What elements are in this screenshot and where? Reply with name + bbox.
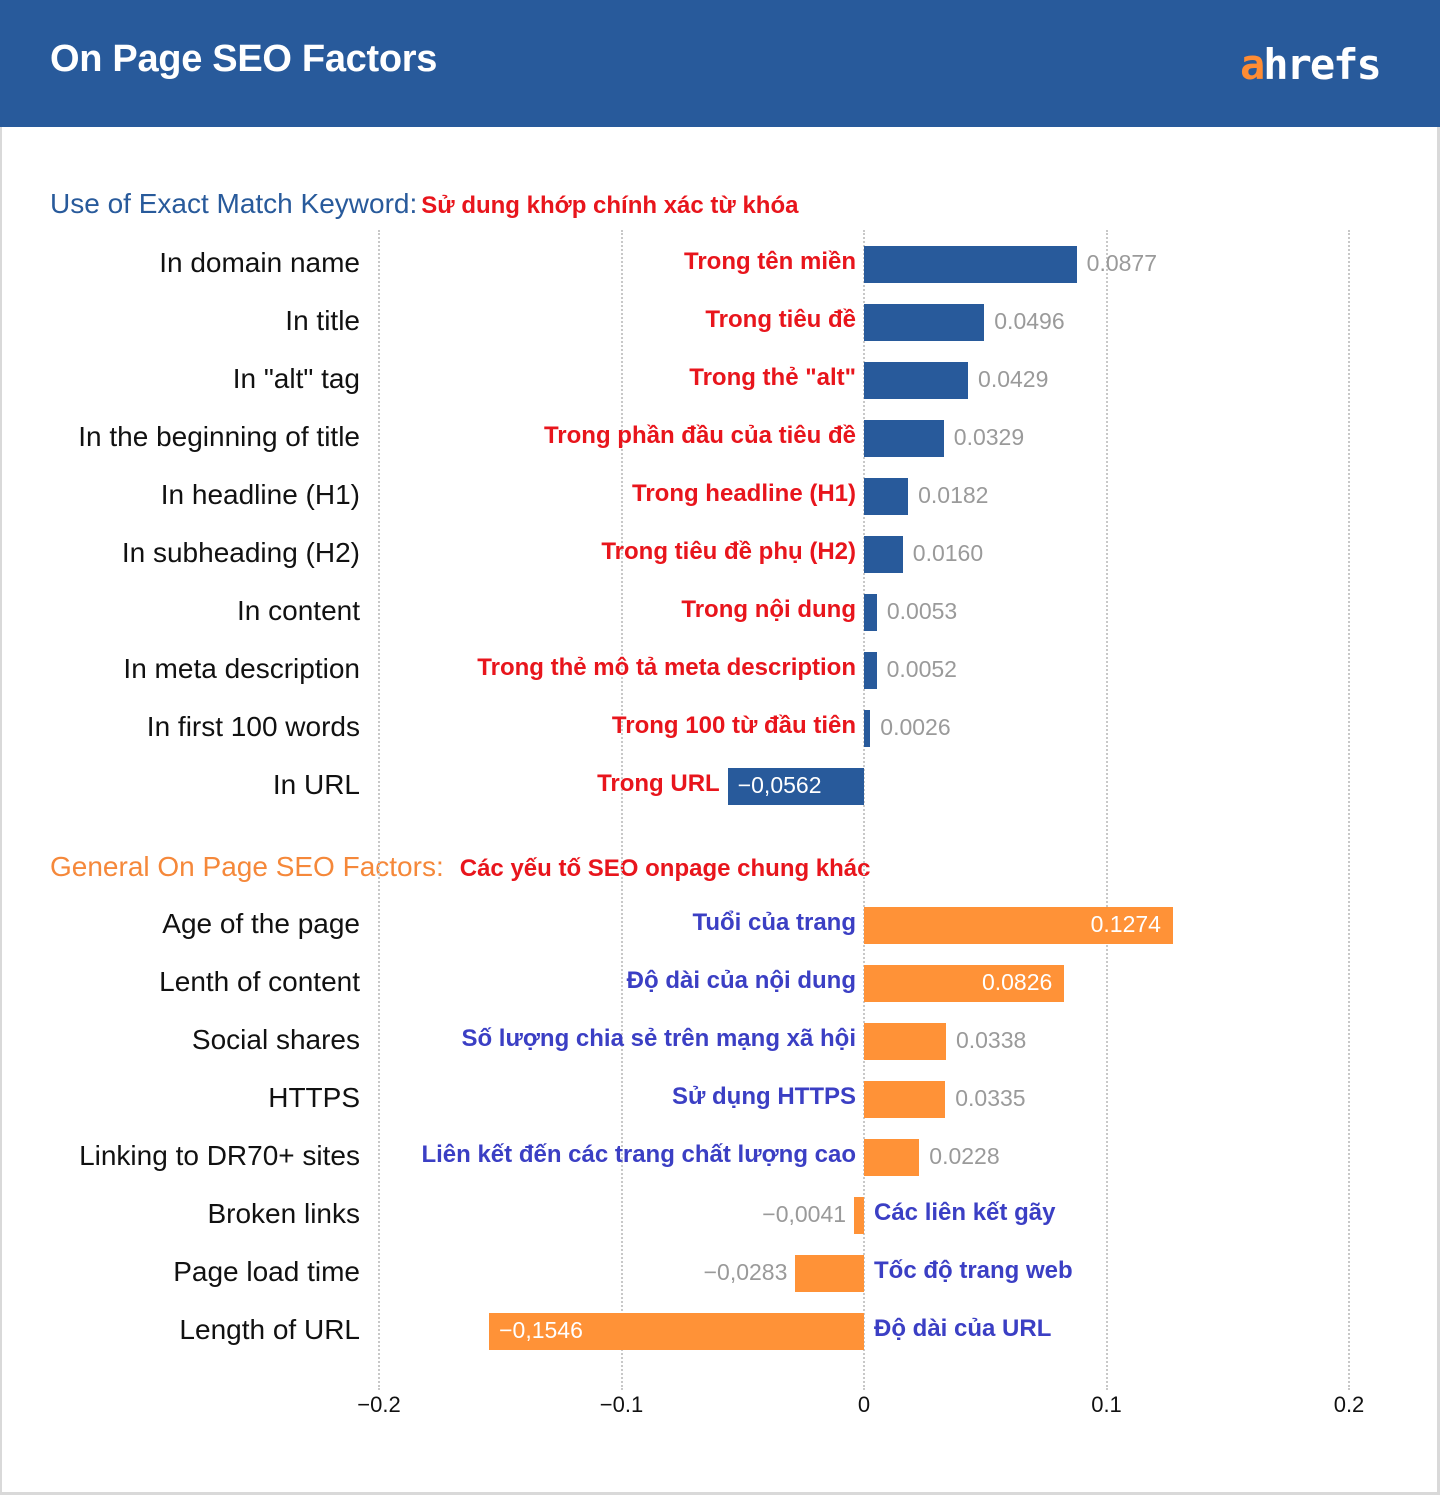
bar: [864, 304, 985, 341]
logo-accent: a: [1240, 40, 1265, 89]
value-label: −0,0283: [703, 1259, 788, 1285]
vietnamese-label: Sử dụng HTTPS: [671, 1083, 856, 1110]
category-label: Linking to DR70+ sites: [79, 1140, 360, 1171]
gridline: [378, 230, 380, 1390]
vietnamese-label: Trong tên miền: [683, 248, 856, 275]
vietnamese-label: Trong tiêu đề: [705, 306, 856, 333]
gridline: [620, 230, 623, 1390]
x-tick-label: 0.1: [1091, 1392, 1122, 1417]
vietnamese-label: Độ dài của URL: [874, 1315, 1052, 1342]
value-label: 0.0335: [955, 1085, 1026, 1111]
category-label: In first 100 words: [146, 711, 360, 742]
category-label: In the beginning of title: [78, 421, 360, 452]
value-label: 0.0496: [994, 308, 1065, 334]
vietnamese-label: Trong URL: [597, 770, 720, 797]
category-label: In title: [285, 305, 360, 336]
category-label: Lenth of content: [159, 966, 360, 997]
category-label: HTTPS: [268, 1082, 360, 1113]
category-label: Page load time: [173, 1256, 360, 1287]
bar: [864, 362, 969, 399]
x-tick-label: 0.2: [1333, 1392, 1365, 1417]
category-label: In subheading (H2): [121, 537, 360, 568]
bar: [864, 478, 909, 515]
value-label: 0.0053: [886, 598, 958, 624]
vietnamese-label: Trong tiêu đề phụ (H2): [601, 538, 856, 565]
category-label: In "alt" tag: [232, 363, 360, 394]
category-label: In content: [237, 595, 360, 626]
category-label: Age of the page: [162, 908, 360, 939]
bar: [864, 965, 1065, 1002]
bar: [489, 1313, 864, 1350]
value-label: −0,1546: [499, 1317, 583, 1343]
logo-text: hrefs: [1263, 40, 1381, 89]
category-label: Broken links: [207, 1198, 360, 1229]
bar: [864, 652, 877, 689]
vietnamese-label: Trong thẻ "alt": [689, 364, 856, 391]
value-label: −0,0562: [737, 772, 822, 798]
x-tick-label: −0.1: [599, 1392, 644, 1417]
bar: [864, 1023, 946, 1060]
bar: [864, 246, 1077, 283]
value-label: 0.0877: [1086, 250, 1158, 276]
bar: [795, 1255, 864, 1292]
bar: [864, 1081, 946, 1118]
section-title-en: General On Page SEO Factors:: [50, 851, 444, 882]
value-label: 0.1274: [1090, 911, 1161, 937]
category-label: In meta description: [123, 653, 360, 684]
ahrefs-logo: ahrefs: [1240, 40, 1382, 89]
section-title-vi: Các yếu tố SEO onpage chung khác: [459, 855, 871, 882]
bar: [864, 907, 1173, 944]
value-label: 0.0026: [880, 714, 951, 740]
bar: [864, 420, 944, 457]
value-label: −0,0041: [762, 1201, 847, 1227]
gridline: [1105, 230, 1108, 1390]
value-label: 0.0182: [918, 482, 989, 508]
bar: [864, 536, 903, 573]
value-label: 0.0160: [912, 540, 984, 566]
value-label: 0.0052: [886, 656, 957, 682]
vietnamese-label: Tốc độ trang web: [874, 1257, 1073, 1284]
value-label: 0.0338: [955, 1027, 1027, 1053]
value-label: 0.0228: [929, 1143, 1000, 1169]
bar: [864, 1139, 920, 1176]
page-title: On Page SEO Factors: [50, 38, 438, 80]
bar: [854, 1197, 864, 1234]
header-bar: On Page SEO Factors ahrefs: [0, 0, 1440, 127]
value-label: 0.0826: [981, 969, 1053, 995]
vietnamese-label: Trong 100 từ đầu tiên: [611, 712, 856, 739]
section-title-general: General On Page SEO Factors: Các yếu tố S…: [50, 851, 871, 883]
section-title-en: Use of Exact Match Keyword:: [50, 188, 418, 219]
bar: [864, 594, 877, 631]
gridline: [863, 230, 865, 1390]
vietnamese-label: Tuổi của trang: [692, 909, 856, 936]
category-label: In domain name: [159, 247, 360, 278]
x-tick-label: 0: [857, 1392, 871, 1417]
value-label: 0.0429: [978, 366, 1049, 392]
bar: [727, 768, 864, 805]
vietnamese-label: Số lượng chia sẻ trên mạng xã hội: [461, 1025, 856, 1052]
gridline: [1348, 230, 1350, 1390]
vietnamese-label: Trong headline (H1): [631, 480, 856, 507]
vietnamese-label: Trong thẻ mô tả meta description: [477, 654, 856, 681]
category-label: Social shares: [191, 1024, 360, 1055]
x-tick-label: −0.2: [357, 1392, 401, 1417]
category-label: Length of URL: [179, 1314, 360, 1345]
vietnamese-label: Liên kết đến các trang chất lượng cao: [421, 1141, 856, 1168]
category-label: In URL: [272, 769, 360, 800]
bar: [864, 710, 871, 747]
vietnamese-label: Các liên kết gãy: [874, 1199, 1056, 1226]
section-title-exact-match: Use of Exact Match Keyword: Sử dung khớp …: [50, 188, 798, 220]
vietnamese-label: Trong nội dung: [681, 596, 856, 623]
category-label: In headline (H1): [160, 479, 360, 510]
vietnamese-label: Độ dài của nội dung: [626, 967, 856, 994]
section-title-vi: Sử dung khớp chính xác từ khóa: [421, 192, 799, 219]
vietnamese-label: Trong phần đầu của tiêu đề: [543, 422, 856, 449]
value-label: 0.0329: [953, 424, 1025, 450]
